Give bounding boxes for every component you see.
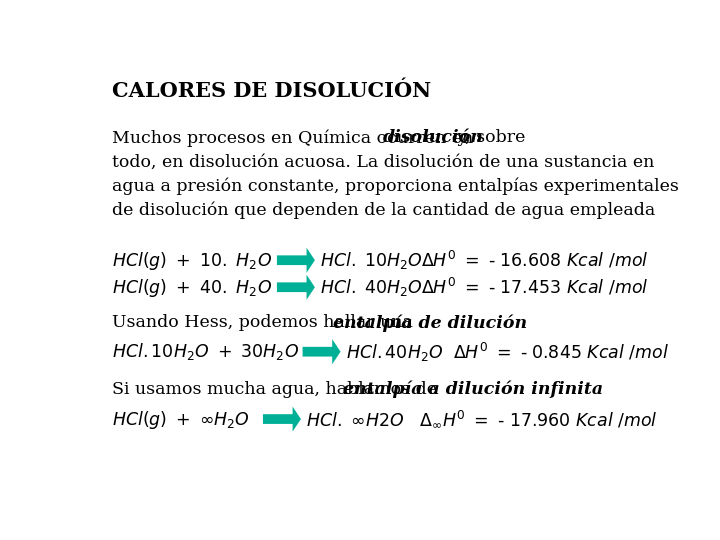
Text: de disolución que dependen de la cantidad de agua empleada: de disolución que dependen de la cantida… <box>112 201 656 219</box>
Text: Usando Hess, podemos hallar una: Usando Hess, podemos hallar una <box>112 314 419 331</box>
Text: CALORES DE DISOLUCIÓN: CALORES DE DISOLUCIÓN <box>112 82 431 102</box>
Text: disolución: disolución <box>383 129 484 146</box>
Text: $\mathit{HCl}$$(g)$$\mathit{\ +\ 10.\ H_2O}$: $\mathit{HCl}$$(g)$$\mathit{\ +\ 10.\ H_… <box>112 250 272 272</box>
Text: $\mathit{\Delta H^0}$$\mathit{\ =\ \text{- 16.608}\ Kcal\ /mol}$: $\mathit{\Delta H^0}$$\mathit{\ =\ \text… <box>421 250 649 271</box>
Text: entalpía a dilución infinita: entalpía a dilución infinita <box>343 381 603 399</box>
Text: $\mathit{HCl.\ \infty H2O}$   $\mathit{\Delta_{\infty} H^0}$$\mathit{\ =\ \text{: $\mathit{HCl.\ \infty H2O}$ $\mathit{\De… <box>306 409 657 429</box>
Text: $\mathit{\Delta H^0}$$\mathit{\ =\ \text{- 17.453}\ Kcal\ /mol}$: $\mathit{\Delta H^0}$$\mathit{\ =\ \text… <box>421 277 649 298</box>
Text: agua a presión constante, proporciona entalpías experimentales: agua a presión constante, proporciona en… <box>112 178 679 195</box>
Text: $\mathit{HCl.\ 10H_2O}$: $\mathit{HCl.\ 10H_2O}$ <box>320 250 423 271</box>
Text: $\mathit{HCl}$$(g)$$\mathit{\ +\ 40.\ H_2O}$: $\mathit{HCl}$$(g)$$\mathit{\ +\ 40.\ H_… <box>112 277 272 299</box>
Text: Si usamos mucha agua, hablamos de: Si usamos mucha agua, hablamos de <box>112 381 443 398</box>
Text: $\mathit{HCl.10H_2O\ +\ 30H_2O}$: $\mathit{HCl.10H_2O\ +\ 30H_2O}$ <box>112 341 300 362</box>
Text: $\mathit{HCl(g)\ +\ \infty H_2O}$: $\mathit{HCl(g)\ +\ \infty H_2O}$ <box>112 409 251 431</box>
Text: entalpía de dilución: entalpía de dilución <box>333 314 527 332</box>
Text: y, sobre: y, sobre <box>452 129 526 146</box>
Text: Muchos procesos en Química ocurren en: Muchos procesos en Química ocurren en <box>112 129 479 147</box>
Text: $\mathit{HCl.40H_2O}$  $\mathit{\Delta H^0}$$\mathit{\ =\ \text{- 0.845}\ Kcal\ : $\mathit{HCl.40H_2O}$ $\mathit{\Delta H^… <box>346 341 669 365</box>
Text: todo, en disolución acuosa. La disolución de una sustancia en: todo, en disolución acuosa. La disolució… <box>112 153 654 170</box>
Text: $\mathit{HCl.\ 40H_2O}$: $\mathit{HCl.\ 40H_2O}$ <box>320 277 423 298</box>
